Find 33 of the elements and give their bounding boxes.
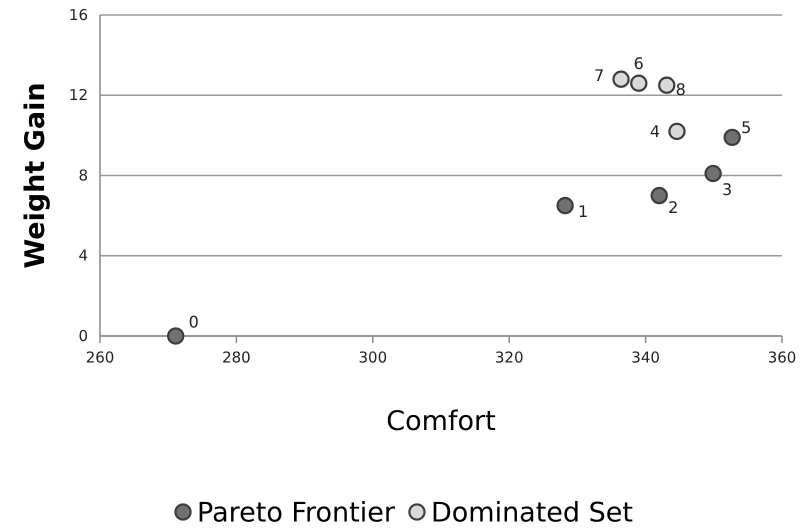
- y-axis-title: Weight Gain: [20, 82, 51, 269]
- point: [668, 122, 686, 140]
- annotation: 7: [594, 66, 604, 85]
- point: [724, 128, 741, 146]
- legend-label: Pareto Frontier: [197, 497, 396, 528]
- point: [630, 74, 648, 92]
- y-tick-label: 8: [78, 166, 88, 184]
- annotation: 0: [188, 312, 199, 332]
- point: [650, 186, 668, 204]
- point: [658, 76, 676, 94]
- y-tick-label: 4: [78, 246, 88, 265]
- x-tick-label: 300: [358, 348, 388, 366]
- x-axis-title: Comfort: [386, 406, 496, 437]
- x-tick-label: 340: [631, 348, 660, 366]
- y-tick-label: 0: [78, 326, 88, 345]
- point: [612, 70, 630, 88]
- point: [167, 327, 184, 345]
- annotation: 2: [668, 198, 678, 218]
- annotation: 8: [676, 80, 686, 99]
- annotation: 1: [578, 202, 588, 222]
- point: [704, 164, 722, 182]
- annotation: 4: [650, 122, 660, 141]
- x-tick-label: 360: [768, 348, 796, 366]
- annotation: 5: [741, 118, 752, 137]
- x-tick-label: 280: [222, 348, 251, 366]
- x-tick-label: 260: [86, 348, 114, 366]
- annotation: 6: [634, 54, 644, 73]
- legend-label: Dominated Set: [430, 497, 633, 528]
- y-tick-label: 12: [68, 86, 88, 104]
- point: [556, 196, 574, 214]
- y-tick-label: 16: [68, 6, 88, 24]
- annotation: 3: [722, 180, 732, 200]
- x-tick-label: 320: [494, 348, 524, 366]
